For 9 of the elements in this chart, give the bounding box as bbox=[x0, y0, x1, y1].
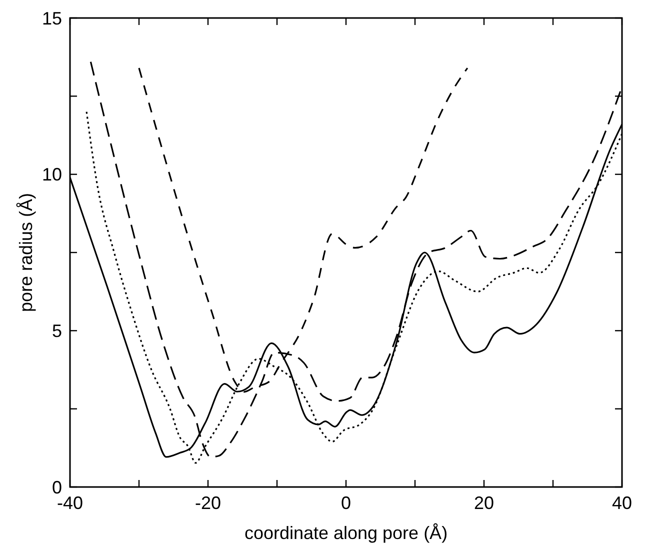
x-tick-label: 20 bbox=[474, 493, 494, 513]
x-tick-label: 40 bbox=[612, 493, 632, 513]
x-axis-title: coordinate along pore (Å) bbox=[244, 523, 448, 543]
y-axis-title: pore radius (Å) bbox=[16, 192, 36, 312]
y-tick-label: 15 bbox=[42, 8, 62, 28]
x-tick-label: 0 bbox=[340, 493, 352, 513]
y-tick-label: 5 bbox=[52, 320, 62, 341]
y-tick-label: 10 bbox=[42, 164, 62, 185]
x-tick-label: -20 bbox=[194, 493, 222, 513]
